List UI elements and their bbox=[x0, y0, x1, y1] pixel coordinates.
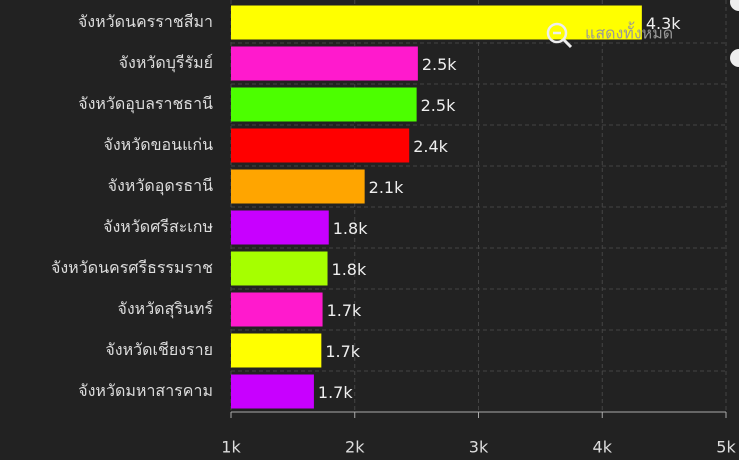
y-tick-label: จังหวัดขอนแก่น bbox=[103, 135, 213, 154]
x-tick-label: 5k bbox=[716, 438, 736, 457]
y-tick-label: จังหวัดอุดรธานี bbox=[108, 176, 213, 196]
value-label: 2.5k bbox=[422, 55, 457, 74]
zoom-icon bbox=[546, 22, 568, 44]
value-label: 1.8k bbox=[333, 219, 368, 238]
y-tick-label: จังหวัดสุรินทร์ bbox=[117, 299, 213, 319]
value-label: 1.7k bbox=[327, 301, 362, 320]
zoom-icon-handle bbox=[562, 38, 573, 49]
bar bbox=[231, 333, 322, 368]
value-label: 2.1k bbox=[369, 178, 404, 197]
reset-zoom-label: แสดงทั้งหมด bbox=[585, 22, 673, 43]
y-tick-label: จังหวัดเชียงราย bbox=[105, 340, 213, 359]
value-label: 2.5k bbox=[421, 96, 456, 115]
y-tick-label: จังหวัดมหาสารคาม bbox=[78, 381, 213, 400]
y-tick-label: จังหวัดอุบลราชธานี bbox=[78, 94, 213, 114]
reset-zoom[interactable]: แสดงทั้งหมด bbox=[546, 22, 673, 49]
bar bbox=[231, 251, 328, 286]
bar bbox=[231, 46, 418, 81]
x-tick-label: 4k bbox=[593, 438, 613, 457]
bar bbox=[231, 374, 314, 409]
value-label: 2.4k bbox=[413, 137, 448, 156]
x-tick-label: 2k bbox=[345, 438, 365, 457]
bar bbox=[231, 292, 323, 327]
bar bbox=[231, 128, 410, 163]
y-tick-label: จังหวัดศรีสะเกษ bbox=[103, 217, 213, 236]
bar bbox=[231, 210, 329, 245]
value-label: 1.7k bbox=[318, 383, 353, 402]
value-label: 1.7k bbox=[325, 342, 360, 361]
toolbar-icon[interactable] bbox=[730, 49, 739, 67]
y-tick-label: จังหวัดนครราชสีมา bbox=[78, 12, 213, 31]
y-tick-label: จังหวัดนครศรีธรรมราช bbox=[51, 258, 213, 277]
x-tick-label: 3k bbox=[469, 438, 489, 457]
x-tick-label: 1k bbox=[221, 438, 241, 457]
bar bbox=[231, 87, 417, 122]
toolbar-icon[interactable] bbox=[730, 0, 739, 11]
bar bbox=[231, 5, 642, 40]
value-label: 1.8k bbox=[332, 260, 367, 279]
y-tick-label: จังหวัดบุรีรัมย์ bbox=[119, 53, 213, 73]
value-label: 4.3k bbox=[646, 14, 681, 33]
bar bbox=[231, 169, 365, 204]
